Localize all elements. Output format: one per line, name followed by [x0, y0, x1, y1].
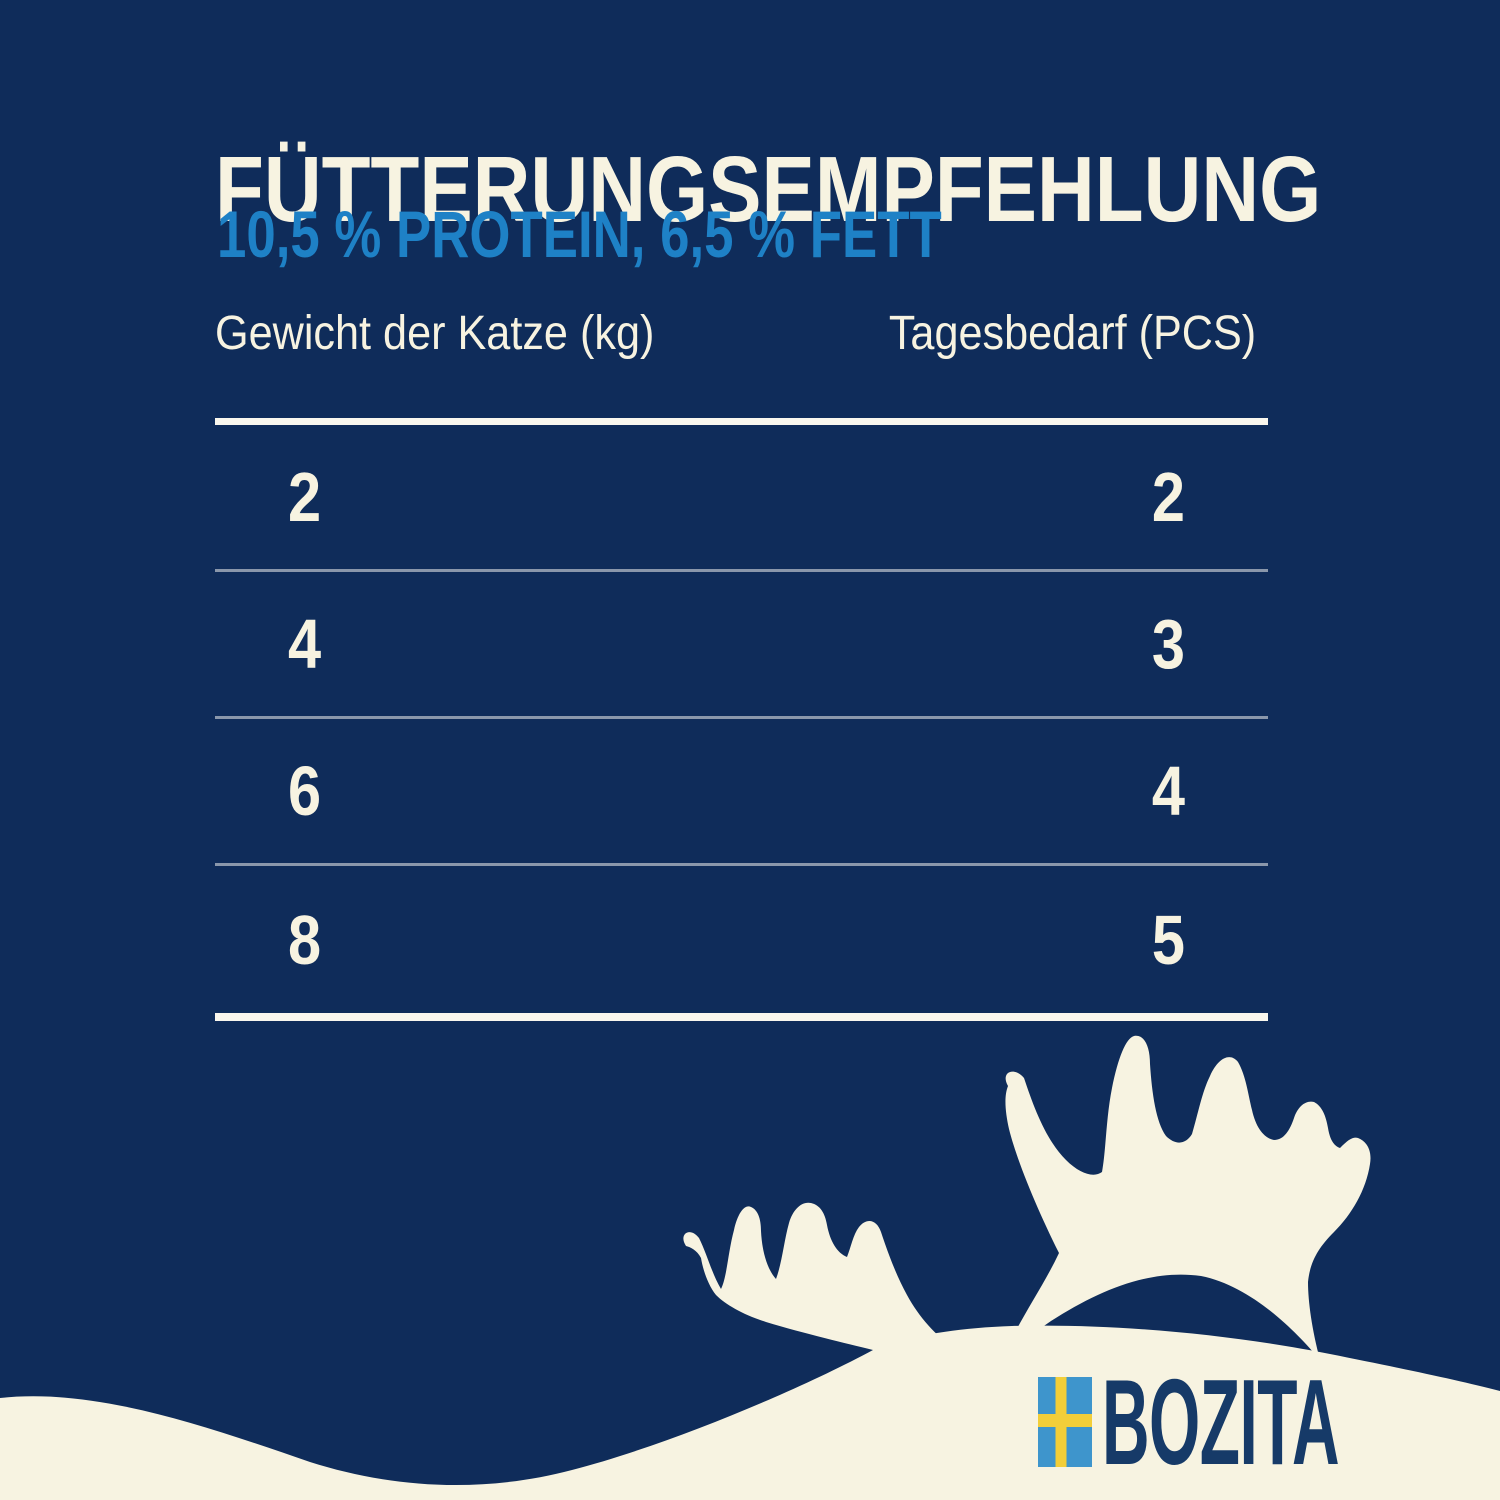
cell-weight: 6 [288, 752, 322, 830]
cell-weight: 2 [288, 458, 322, 536]
cell-daily-need: 5 [1151, 900, 1185, 979]
table-row: 6 4 [215, 719, 1268, 866]
bottom-wave-shape [0, 1325, 1500, 1500]
feeding-table: 2 2 4 3 6 4 8 5 [215, 418, 1268, 1021]
page-title: FÜTTERUNGSEMPFEHLUNG [215, 137, 1322, 242]
table-column-headers: Gewicht der Katze (kg) Tagesbedarf (PCS) [215, 306, 1268, 361]
page-subtitle: 10,5 % PROTEIN, 6,5 % FETT [217, 197, 942, 271]
cell-daily-need: 4 [1151, 752, 1185, 830]
moose-antler-left-icon [683, 1202, 1045, 1477]
table-row: 2 2 [215, 425, 1268, 572]
column-header-daily-need: Tagesbedarf (PCS) [888, 307, 1256, 360]
cell-daily-need: 2 [1151, 458, 1185, 536]
cell-weight: 4 [288, 605, 322, 683]
swedish-flag-icon [1038, 1377, 1092, 1467]
brand-name: BOZITA [1102, 1354, 1340, 1490]
cell-weight: 8 [288, 900, 322, 979]
column-header-weight: Gewicht der Katze (kg) [215, 307, 655, 360]
table-row: 4 3 [215, 572, 1268, 719]
moose-antler-right-icon [1005, 1035, 1371, 1360]
cell-daily-need: 3 [1151, 605, 1185, 683]
table-row: 8 5 [215, 866, 1268, 1013]
brand-logo: BOZITA [1038, 1354, 1500, 1490]
